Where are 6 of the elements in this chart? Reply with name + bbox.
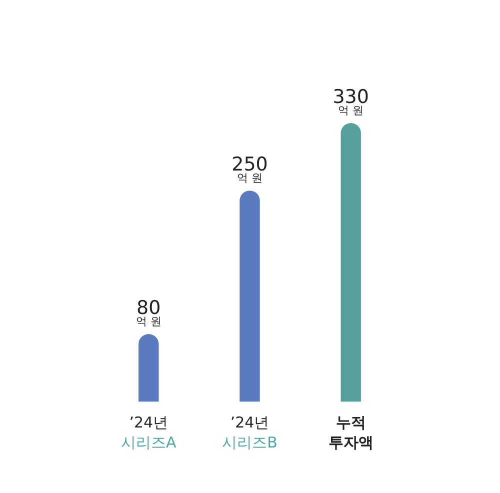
- x-tick-label: ’24년 시리즈A: [121, 414, 177, 452]
- data-label: 250 억 원: [232, 154, 268, 185]
- data-label: 80 억 원: [136, 297, 162, 328]
- data-label: 330 억 원: [332, 86, 369, 118]
- x-tick-label: ’24년 시리즈B: [222, 414, 278, 452]
- x-tick-label: 누적 투자액: [328, 414, 374, 452]
